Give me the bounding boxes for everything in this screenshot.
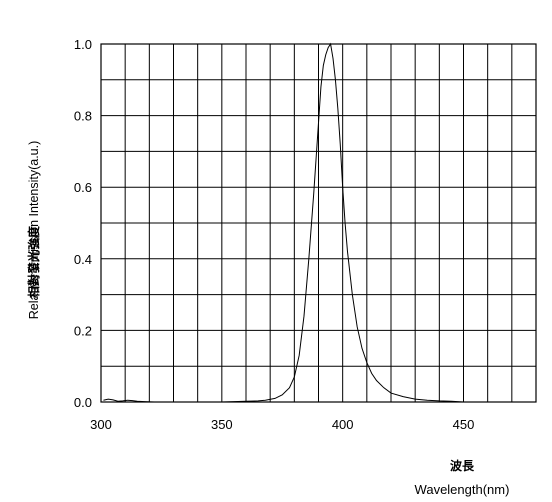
x-tick-labels: 300 350 400 450: [90, 417, 474, 432]
x-tick-label: 300: [90, 417, 112, 432]
y-tick-label: 1.0: [74, 37, 92, 52]
y-tick-label: 0.8: [74, 109, 92, 124]
grid-lines: [101, 44, 536, 402]
y-axis-label-jp: 相對發光強度: [26, 225, 41, 298]
plot-frame: [100, 43, 537, 403]
y-axis-label-group: 相對發光強度: [26, 225, 41, 298]
y-tick-label: 0.4: [74, 252, 92, 267]
x-tick-label: 350: [211, 417, 233, 432]
y-tick-label: 0.2: [74, 323, 92, 338]
x-axis-label: Wavelength(nm): [415, 482, 510, 497]
x-tick-label: 400: [332, 417, 354, 432]
emission-spectrum-line: [103, 42, 464, 403]
x-tick-label: 450: [453, 417, 475, 432]
y-axis-label-en-group: Relative Emission Intensity(a.u.): [27, 141, 41, 320]
y-tick-label: 0.6: [74, 180, 92, 195]
x-axis-label-jp: 波長: [450, 458, 475, 473]
y-axis-label: Relative Emission Intensity(a.u.): [27, 141, 41, 320]
y-tick-label: 0.0: [74, 395, 92, 410]
y-tick-labels: 0.0 0.2 0.4 0.6 0.8 1.0: [74, 37, 92, 410]
